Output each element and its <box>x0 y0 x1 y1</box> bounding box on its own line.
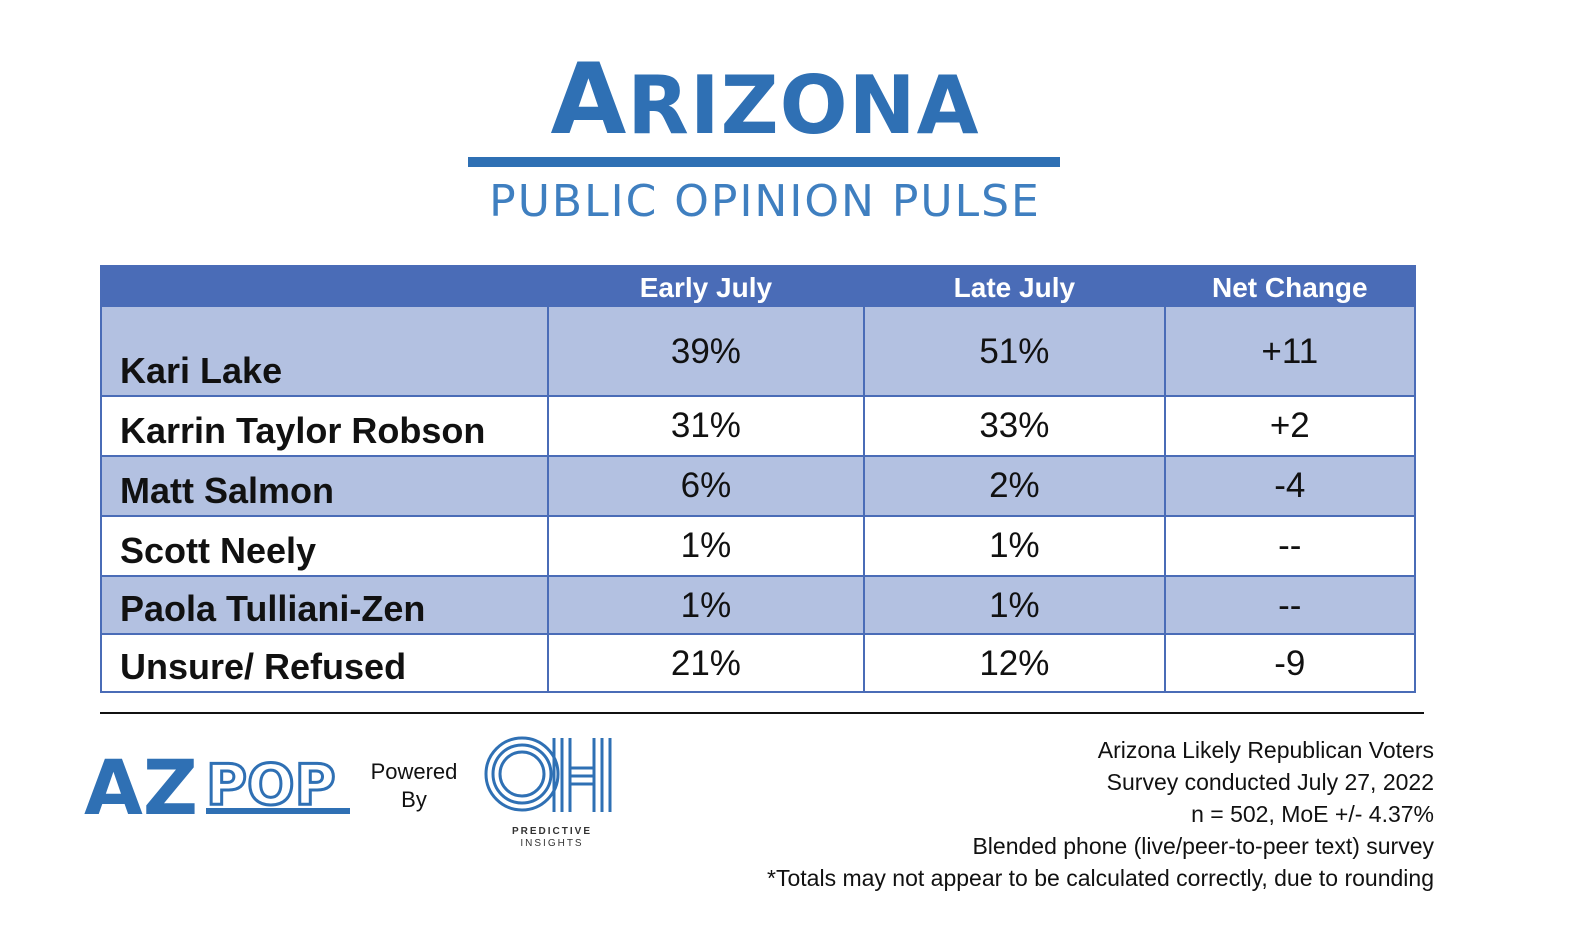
powered-line: Powered <box>370 759 458 784</box>
azpop-logo: AZ POP <box>84 746 350 826</box>
note-line: Arizona Likely Republican Voters <box>1097 737 1434 763</box>
candidate-name: Karrin Taylor Robson <box>100 395 549 457</box>
page-title: ARIZONA <box>470 50 1060 156</box>
net-change-value: +2 <box>1163 395 1417 457</box>
net-change-value: -9 <box>1163 633 1417 693</box>
candidate-name: Kari Lake <box>100 305 549 397</box>
table-row: Kari Lake 39% 51% +11 <box>100 305 1417 397</box>
net-change-value: -- <box>1163 575 1417 635</box>
early-july-value: 21% <box>546 633 866 693</box>
oh-predictive-insights-logo <box>484 736 612 812</box>
candidate-name: Scott Neely <box>100 515 549 577</box>
candidate-name: Unsure/ Refused <box>100 633 549 693</box>
note-line: *Totals may not appear to be calculated … <box>767 865 1434 891</box>
late-july-value: 51% <box>863 305 1166 397</box>
azpop-logo-pop: POP <box>206 753 336 818</box>
late-july-value: 2% <box>863 455 1166 517</box>
net-change-value: +11 <box>1163 305 1417 397</box>
table-row: Scott Neely 1% 1% -- <box>100 515 1417 577</box>
title-underline <box>468 157 1060 167</box>
early-july-value: 1% <box>546 575 866 635</box>
azpop-logo-underline <box>206 808 350 814</box>
note-line: Survey conducted July 27, 2022 <box>1106 769 1434 795</box>
table-row: Paola Tulliani-Zen 1% 1% -- <box>100 575 1417 635</box>
late-july-value: 33% <box>863 395 1166 457</box>
note-line: Blended phone (live/peer-to-peer text) s… <box>972 833 1434 859</box>
column-header-late-july: Late July <box>863 265 1166 307</box>
title-rest: RIZONA <box>627 59 980 152</box>
page-subtitle: PUBLIC OPINION PULSE <box>489 176 1041 227</box>
survey-notes: Arizona Likely Republican Voters Survey … <box>767 734 1434 894</box>
powered-by-label: Powered By <box>362 758 466 814</box>
candidate-name: Matt Salmon <box>100 455 549 517</box>
table-row: Unsure/ Refused 21% 12% -9 <box>100 633 1417 693</box>
early-july-value: 1% <box>546 515 866 577</box>
header: ARIZONA PUBLIC OPINION PULSE <box>0 0 1582 240</box>
column-header-net-change: Net Change <box>1163 265 1417 307</box>
table-header-row: Early July Late July Net Change <box>100 265 1417 307</box>
net-change-value: -- <box>1163 515 1417 577</box>
partner-line-2: INSIGHTS <box>520 838 584 849</box>
column-header-early-july: Early July <box>546 265 866 307</box>
note-line: n = 502, MoE +/- 4.37% <box>1191 801 1434 827</box>
footer-divider <box>100 712 1424 714</box>
partner-line-1: PREDICTIVE <box>511 826 592 837</box>
title-initial: A <box>550 43 628 157</box>
late-july-value: 1% <box>863 515 1166 577</box>
early-july-value: 39% <box>546 305 866 397</box>
by-line: By <box>401 787 427 812</box>
table-row: Karrin Taylor Robson 31% 33% +2 <box>100 395 1417 457</box>
table-row: Matt Salmon 6% 2% -4 <box>100 455 1417 517</box>
late-july-value: 12% <box>863 633 1166 693</box>
late-july-value: 1% <box>863 575 1166 635</box>
net-change-value: -4 <box>1163 455 1417 517</box>
early-july-value: 6% <box>546 455 866 517</box>
azpop-logo-az: AZ <box>84 746 198 826</box>
early-july-value: 31% <box>546 395 866 457</box>
predictive-insights-wordmark: PREDICTIVE INSIGHTS <box>496 826 608 850</box>
column-header-candidate <box>100 265 549 307</box>
candidate-name: Paola Tulliani-Zen <box>100 575 549 635</box>
poll-results-table: Early July Late July Net Change Kari Lak… <box>100 265 1417 693</box>
